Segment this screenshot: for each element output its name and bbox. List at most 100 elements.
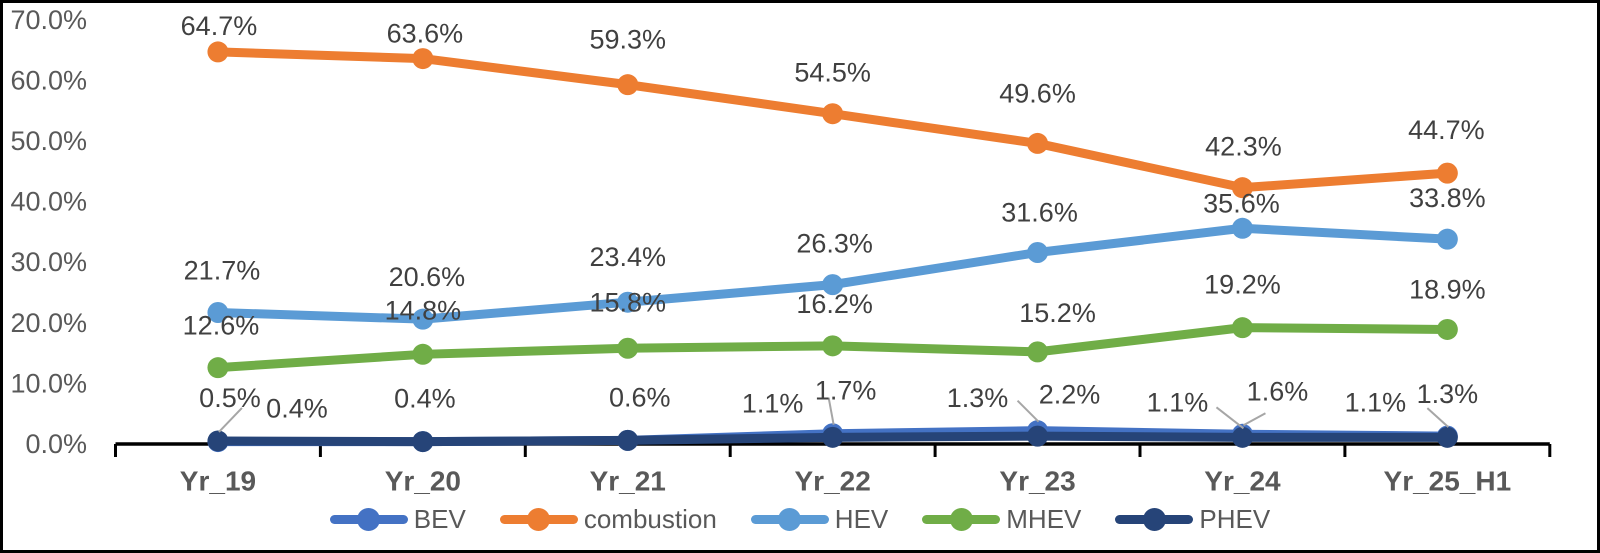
data-label-mhev: 19.2% [1204,270,1281,300]
legend-label: BEV [413,504,466,534]
data-point-phev [1436,426,1458,448]
data-point-phev [617,429,639,451]
data-label-hev: 26.3% [796,229,873,259]
data-point-mhev [822,335,844,357]
x-category-label: Yr_22 [795,466,871,497]
data-label-mhev: 14.8% [385,295,462,325]
data-point-mhev [1436,318,1458,340]
data-label-hev: 21.7% [184,255,261,285]
data-point-hev [207,301,229,323]
data-point-combustion [412,48,434,70]
legend-line-marker-icon [750,508,829,531]
data-point-mhev [617,337,639,359]
x-category-label: Yr_25_H1 [1384,466,1512,497]
data-point-hev [1231,217,1253,239]
data-point-hev [412,308,434,330]
data-label-bev: 2.2% [1039,380,1101,410]
data-label-mhev: 16.2% [796,289,873,319]
x-category-label: Yr_23 [999,466,1075,497]
series-hev [207,217,1458,330]
data-label-hev: 31.6% [1001,198,1078,228]
label-leader-line [1215,406,1245,430]
data-label-bev: 0.6% [609,382,671,412]
legend-item-bev: BEV [329,504,466,535]
data-label-combustion: 49.6% [999,78,1076,108]
label-leader-line [1426,407,1450,428]
data-label-hev: 35.6% [1203,188,1280,218]
x-category-label: Yr_19 [180,466,256,497]
data-point-combustion [207,41,229,63]
y-tick-label: 20.0% [10,308,87,338]
data-label-combustion: 42.3% [1205,132,1282,162]
legend-item-phev: PHEV [1115,504,1270,535]
data-label-phev: 1.3% [947,383,1009,413]
y-tick-label: 0.0% [25,429,87,459]
y-tick-label: 10.0% [10,368,87,398]
y-axis-tick-labels: 0.0% 10.0% 20.0% 30.0% 40.0% 50.0% 60.0% 70.0% [10,5,87,459]
data-point-combustion [1436,162,1458,184]
data-label-bev: 0.4% [394,384,456,414]
data-label-bev: 1.6% [1247,376,1309,406]
data-label-combustion: 64.7% [181,11,258,41]
label-leader-line [1016,399,1040,423]
data-point-combustion [822,103,844,125]
legend-label: HEV [834,504,889,534]
data-point-combustion [1231,177,1253,199]
label-leader-line [218,407,243,433]
data-point-hev [1027,242,1049,264]
chart-legend: BEV combustion HEV MHEV PHEV [3,504,1597,535]
legend-label: PHEV [1199,504,1271,534]
y-tick-label: 70.0% [10,5,87,35]
data-label-mhev: 15.8% [589,287,666,317]
data-label-mhev: 18.9% [1409,274,1486,304]
data-point-mhev [1231,317,1253,339]
y-tick-label: 30.0% [10,247,87,277]
data-point-combustion [617,74,639,96]
legend-item-combustion: combustion [499,504,717,535]
x-category-label: Yr_20 [385,466,461,497]
legend-item-mhev: MHEV [922,504,1081,535]
data-point-phev [207,430,229,452]
series-combustion [207,41,1458,199]
x-category-label: Yr_24 [1204,466,1281,497]
series-phev [207,425,1458,453]
data-label-bev: 0.4% [266,394,328,424]
data-point-mhev [207,357,229,379]
data-labels: 0.4% 0.4% 0.6% 1.7% 2.2% 1.6% 1.3% 64.7% 63.6% 59… [181,11,1486,433]
data-point-mhev [412,343,434,365]
data-point-phev [1027,425,1049,447]
x-category-label: Yr_21 [590,466,666,497]
data-point-phev [822,426,844,448]
data-point-hev [822,274,844,296]
data-label-phev: 1.1% [1147,387,1209,417]
data-label-phev: 1.1% [742,388,804,418]
powertrain-share-line-chart: 0.0% 10.0% 20.0% 30.0% 40.0% 50.0% 60.0% 70.0% Y… [10,5,1552,497]
data-label-combustion: 54.5% [794,58,871,88]
label-leader-line [827,397,835,425]
data-label-hev: 20.6% [389,262,466,292]
legend-line-marker-icon [922,508,1001,531]
data-point-combustion [1027,132,1049,154]
y-tick-label: 50.0% [10,126,87,156]
series-mhev [207,317,1458,379]
data-label-combustion: 59.3% [589,25,666,55]
data-point-phev [1231,426,1253,448]
data-label-combustion: 63.6% [387,19,464,49]
legend-item-hev: HEV [750,504,889,535]
data-label-combustion: 44.7% [1408,115,1485,145]
data-label-mhev: 12.6% [183,311,260,341]
data-label-bev: 1.3% [1417,379,1479,409]
data-label-phev: 1.1% [1345,387,1407,417]
legend-label: MHEV [1006,504,1082,534]
legend-line-marker-icon [329,508,408,531]
data-label-hev: 33.8% [1409,183,1486,213]
data-point-mhev [1027,341,1049,363]
y-tick-label: 60.0% [10,65,87,95]
data-label-bev: 1.7% [815,376,877,406]
x-axis-category-labels: Yr_19 Yr_20 Yr_21 Yr_22 Yr_23 Yr_24 Yr_25_H1 [180,466,1511,497]
label-leader-line [1242,412,1266,427]
legend-line-marker-icon [1115,508,1194,531]
legend-line-marker-icon [499,508,578,531]
data-point-hev [1436,228,1458,250]
